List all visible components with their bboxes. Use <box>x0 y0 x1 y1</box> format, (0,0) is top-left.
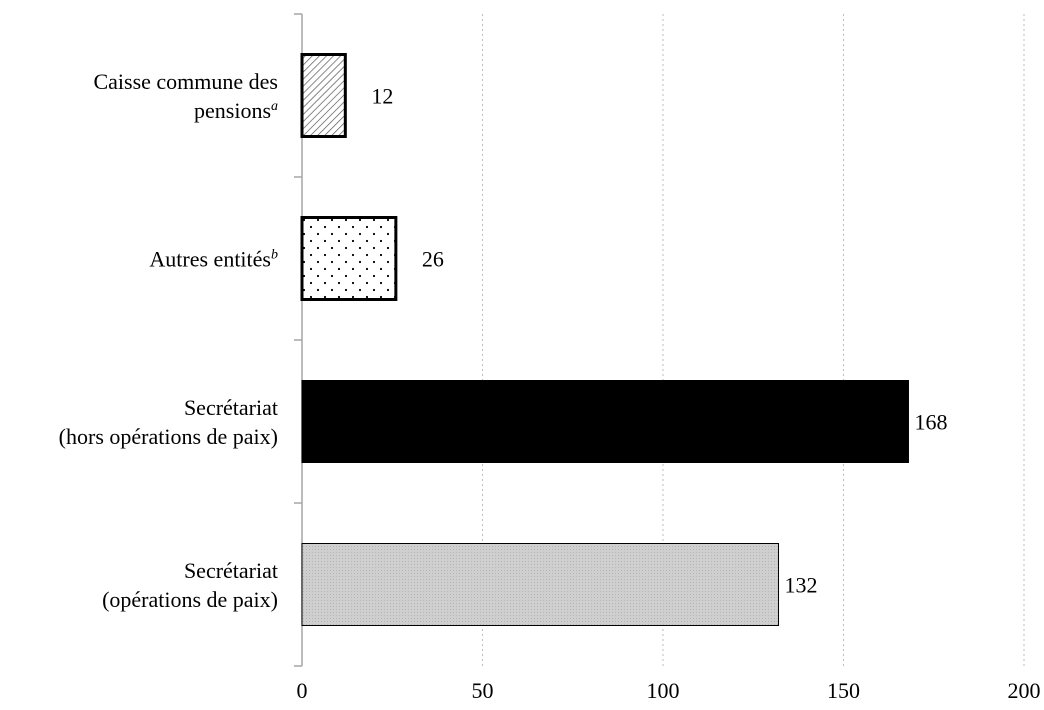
x-tick-label: 0 <box>297 678 308 703</box>
category-label: Secrétariat <box>184 395 278 420</box>
x-tick-label: 100 <box>647 678 680 703</box>
category-label: Caisse commune des <box>93 69 278 94</box>
gridlines <box>482 14 1025 666</box>
bar-3 <box>301 380 909 463</box>
data-label: 132 <box>785 573 818 598</box>
category-label: Secrétariat <box>184 558 278 583</box>
data-label: 168 <box>914 410 947 435</box>
x-tick-label: 50 <box>472 678 494 703</box>
category-label: pensionsa <box>194 98 278 123</box>
bar-1 <box>300 53 347 138</box>
x-tick-labels: 0 50 100 150 200 <box>297 678 1041 703</box>
category-label: (hors opérations de paix) <box>59 424 278 449</box>
x-tick-label: 200 <box>1008 678 1041 703</box>
data-label: 12 <box>371 84 393 109</box>
data-label: 26 <box>422 247 444 272</box>
category-label: Autres entitésb <box>149 247 278 272</box>
footnote-marker: a <box>271 99 278 114</box>
footnote-marker: b <box>271 248 278 263</box>
bar-2 <box>300 216 398 301</box>
category-labels: Caisse commune des pensionsa Autres entité… <box>59 69 278 612</box>
bar-4 <box>301 543 780 626</box>
bars: 12 26 168 132 <box>300 53 947 626</box>
category-label: (opérations de paix) <box>102 587 278 612</box>
x-tick-label: 150 <box>827 678 860 703</box>
